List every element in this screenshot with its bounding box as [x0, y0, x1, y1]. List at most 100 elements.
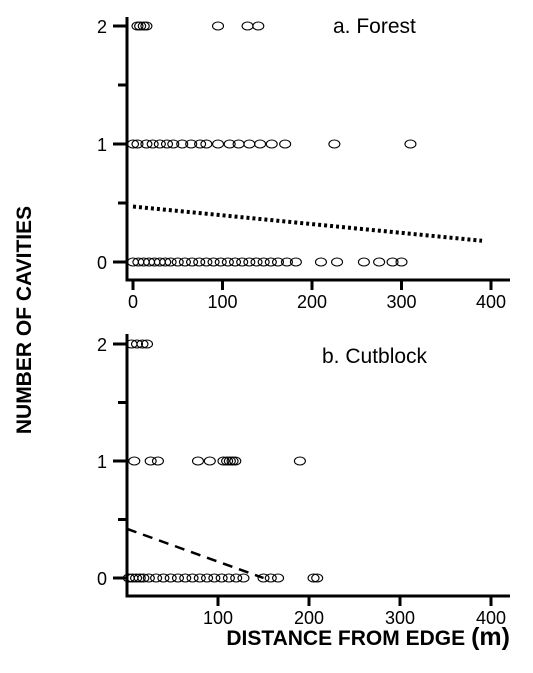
data-point-forest — [200, 257, 213, 267]
data-point-forest — [243, 139, 256, 149]
y-tick-label-forest: 0 — [97, 253, 107, 273]
data-point-forest — [153, 139, 166, 149]
data-point-forest — [228, 257, 242, 267]
data-point-cutblock — [171, 573, 185, 583]
y-axis-title: NUMBER OF CAVITIES — [13, 206, 36, 434]
data-point-forest — [178, 257, 191, 267]
data-point-forest — [160, 139, 174, 149]
data-point-cutblock — [215, 573, 228, 583]
data-point-cutblock — [151, 456, 164, 466]
data-point-cutblock — [136, 339, 149, 349]
data-point-cutblock — [186, 573, 199, 583]
data-point-cutblock — [257, 573, 270, 583]
x-tick-label-cutblock: 300 — [385, 608, 415, 628]
data-point-forest — [194, 139, 207, 149]
data-point-cutblock — [222, 573, 235, 583]
data-point-cutblock — [140, 339, 154, 349]
y-tick-label-forest: 1 — [97, 135, 107, 155]
data-point-forest — [214, 257, 227, 267]
trend-line-cutblock — [126, 527, 264, 580]
data-point-forest — [211, 139, 225, 149]
data-point-forest — [357, 257, 370, 267]
data-point-cutblock — [164, 573, 177, 583]
data-point-cutblock — [130, 573, 143, 583]
data-point-forest — [134, 21, 147, 31]
panel-label-cutblock: b. Cutblock — [322, 345, 428, 368]
data-point-cutblock — [230, 573, 243, 583]
data-point-cutblock — [201, 573, 214, 583]
data-point-forest — [211, 21, 225, 31]
data-point-cutblock — [142, 573, 155, 583]
data-point-cutblock — [203, 456, 216, 466]
data-point-cutblock — [150, 573, 163, 583]
data-point-forest — [331, 257, 344, 267]
data-point-forest — [254, 139, 267, 149]
data-point-forest — [185, 139, 198, 149]
x-tick-label-cutblock: 100 — [203, 608, 233, 628]
x-tick-label-forest: 100 — [207, 292, 237, 312]
data-point-cutblock — [237, 573, 250, 583]
x-tick-label-cutblock: 200 — [294, 608, 324, 628]
data-point-cutblock — [128, 456, 141, 466]
data-point-cutblock — [191, 456, 205, 466]
data-point-forest — [314, 257, 328, 267]
data-point-forest — [243, 257, 256, 267]
data-point-cutblock — [130, 339, 144, 349]
data-point-forest — [271, 257, 285, 267]
panel-forest: a. Forest 0 1 2 0 100 200 300 400 — [97, 15, 510, 312]
x-tick-label-forest: 0 — [128, 292, 138, 312]
data-point-forest — [164, 257, 177, 267]
data-point-cutblock — [144, 456, 157, 466]
data-point-forest — [207, 257, 220, 267]
x-axis-title-unit: (m) — [471, 623, 510, 651]
y-tick-label-cutblock: 2 — [97, 335, 107, 355]
data-point-cutblock — [217, 456, 230, 466]
data-point-forest — [279, 139, 292, 149]
data-point-cutblock — [179, 573, 192, 583]
data-point-cutblock — [311, 573, 324, 583]
data-point-forest — [250, 257, 263, 267]
data-point-forest — [289, 257, 302, 267]
panel-cutblock: b. Cutblock 0 1 2 100 200 300 400 — [97, 334, 510, 628]
y-tick-label-cutblock: 0 — [97, 569, 107, 589]
data-point-cutblock — [133, 573, 146, 583]
data-point-forest — [176, 139, 189, 149]
data-point-cutblock — [307, 573, 320, 583]
data-point-forest — [264, 257, 277, 267]
data-point-forest — [386, 257, 399, 267]
data-point-forest — [159, 257, 172, 267]
data-point-cutblock — [137, 573, 150, 583]
x-tick-label-cutblock: 400 — [476, 608, 506, 628]
data-point-cutblock — [264, 573, 277, 583]
data-point-cutblock — [272, 573, 285, 583]
x-tick-label-forest: 200 — [297, 292, 327, 312]
data-point-forest — [126, 139, 140, 149]
y-tick-label-cutblock: 1 — [97, 452, 107, 472]
data-point-forest — [140, 21, 153, 31]
data-point-forest — [193, 257, 206, 267]
data-point-forest — [395, 257, 408, 267]
data-point-forest — [241, 21, 254, 31]
y-tick-label-forest: 2 — [97, 17, 107, 37]
panel-label-forest: a. Forest — [333, 15, 416, 38]
data-point-forest — [404, 139, 417, 149]
x-tick-label-forest: 400 — [476, 292, 506, 312]
data-point-forest — [140, 139, 153, 149]
trend-line-forest — [132, 204, 483, 243]
data-point-forest — [257, 257, 270, 267]
data-point-forest — [131, 139, 144, 149]
data-point-forest — [373, 257, 386, 267]
data-point-forest — [171, 257, 184, 267]
data-point-forest — [167, 139, 180, 149]
data-point-forest — [146, 139, 159, 149]
x-tick-label-forest: 300 — [386, 292, 416, 312]
x-axis-title: DISTANCE FROM EDGE (m) — [226, 623, 510, 651]
data-point-forest — [186, 257, 199, 267]
data-point-forest — [328, 139, 341, 149]
data-point-forest — [200, 139, 213, 149]
data-point-cutblock — [157, 573, 170, 583]
data-point-cutblock — [193, 573, 206, 583]
data-point-forest — [252, 21, 265, 31]
data-point-forest — [265, 139, 278, 149]
